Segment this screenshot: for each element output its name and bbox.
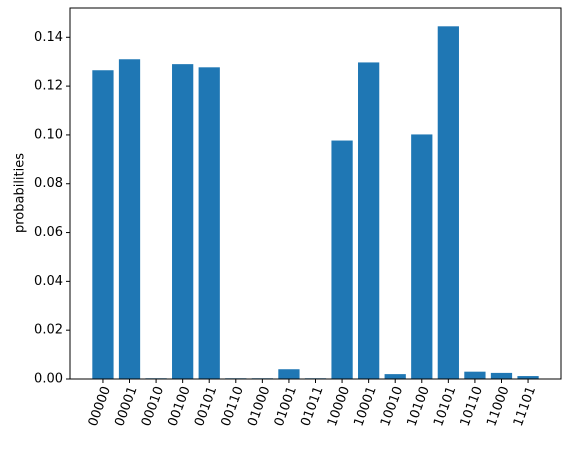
bar: [278, 369, 300, 379]
y-axis-label: probabilities: [13, 153, 28, 233]
x-tick-label: 00000: [86, 384, 114, 428]
x-tick-label: 10001: [351, 384, 379, 428]
bar: [490, 372, 513, 379]
x-tick-label: 01011: [298, 384, 326, 428]
y-tick-label: 0.00: [34, 372, 63, 387]
y-tick-label: 0.12: [34, 79, 63, 94]
x-tick-label: 10101: [431, 384, 459, 428]
x-tick-label: 01001: [272, 384, 300, 428]
x-tick-label: 00101: [192, 384, 220, 428]
plot-frame: [69, 7, 562, 380]
bar: [118, 59, 141, 379]
x-tick-label: 10100: [405, 384, 433, 428]
bar: [358, 62, 380, 380]
y-tick-label: 0.14: [34, 30, 63, 45]
bar: [331, 140, 353, 379]
bar: [437, 26, 459, 380]
y-tick-label: 0.04: [34, 274, 63, 289]
bar: [172, 64, 194, 380]
x-tick-label: 10000: [325, 384, 353, 428]
x-tick-label: 00110: [219, 384, 247, 428]
x-tick-label: 11101: [511, 384, 539, 428]
y-tick-label: 0.10: [34, 127, 63, 142]
bar: [92, 70, 114, 379]
x-tick-label: 00001: [112, 384, 140, 428]
bar: [517, 376, 539, 379]
bar: [411, 134, 433, 379]
bar: [198, 67, 220, 379]
x-tick-label: 01000: [245, 384, 273, 428]
x-tick-label: 00010: [139, 384, 167, 428]
y-tick-label: 0.06: [34, 225, 63, 240]
y-tick-label: 0.08: [34, 176, 63, 191]
x-tick-label: 11000: [484, 384, 512, 428]
x-tick-label: 10110: [458, 384, 486, 428]
x-tick-label: 10010: [378, 384, 406, 428]
bar: [464, 371, 486, 379]
bar: [384, 374, 406, 379]
y-tick-label: 0.02: [34, 323, 63, 338]
x-tick-label: 00100: [165, 384, 193, 428]
